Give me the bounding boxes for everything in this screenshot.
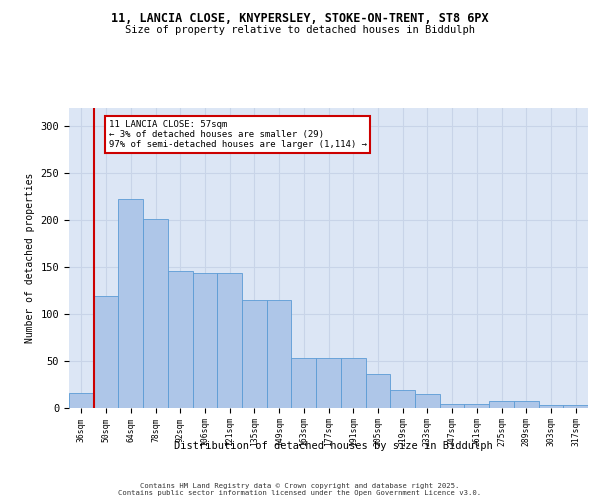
Bar	[69, 394, 94, 407]
Bar	[316, 358, 341, 408]
Text: 11 LANCIA CLOSE: 57sqm
← 3% of detached houses are smaller (29)
97% of semi-deta: 11 LANCIA CLOSE: 57sqm ← 3% of detached …	[109, 120, 367, 150]
Bar	[489, 401, 514, 407]
Bar	[415, 394, 440, 407]
Bar	[365, 374, 390, 408]
Bar	[440, 404, 464, 407]
Bar	[217, 274, 242, 407]
Bar	[514, 401, 539, 407]
Bar	[193, 274, 217, 407]
Bar	[242, 300, 267, 408]
Bar	[94, 296, 118, 408]
Bar	[292, 358, 316, 408]
Bar	[267, 300, 292, 408]
Bar	[341, 358, 365, 408]
Text: Contains HM Land Registry data © Crown copyright and database right 2025.
Contai: Contains HM Land Registry data © Crown c…	[118, 483, 482, 496]
Y-axis label: Number of detached properties: Number of detached properties	[25, 172, 35, 342]
Text: Distribution of detached houses by size in Biddulph: Distribution of detached houses by size …	[173, 441, 493, 451]
Bar	[118, 200, 143, 408]
Bar	[563, 404, 588, 407]
Bar	[539, 404, 563, 407]
Bar	[168, 270, 193, 407]
Bar	[464, 404, 489, 407]
Bar	[390, 390, 415, 407]
Text: Size of property relative to detached houses in Biddulph: Size of property relative to detached ho…	[125, 25, 475, 35]
Bar	[143, 219, 168, 408]
Text: 11, LANCIA CLOSE, KNYPERSLEY, STOKE-ON-TRENT, ST8 6PX: 11, LANCIA CLOSE, KNYPERSLEY, STOKE-ON-T…	[111, 12, 489, 26]
